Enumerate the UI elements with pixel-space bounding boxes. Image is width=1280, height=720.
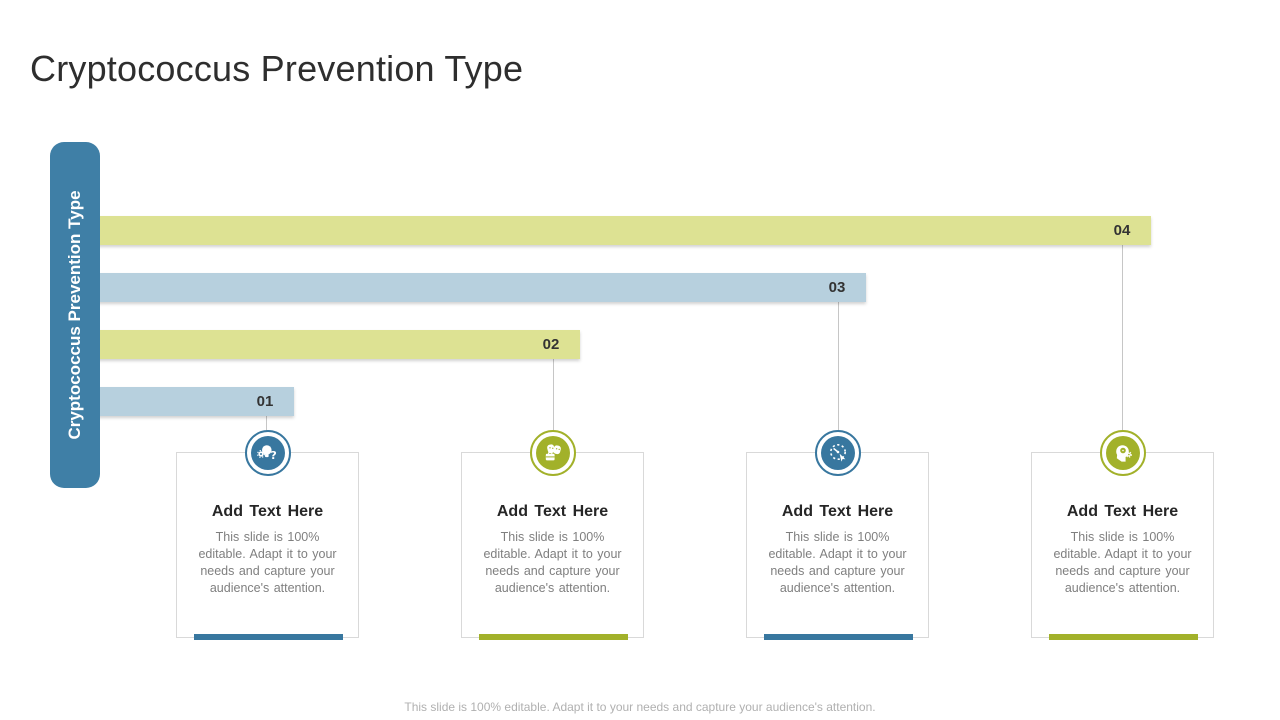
svg-text:?: ? — [270, 449, 276, 462]
card-accent-bar — [1049, 634, 1198, 640]
bulb-gear-question-icon: ? — [250, 436, 285, 470]
head-gears-icon — [1105, 436, 1140, 470]
icon-badge — [814, 430, 861, 476]
bar-number: 03 — [828, 279, 846, 296]
card-body: This slide is 100% editable. Adapt it to… — [768, 530, 907, 595]
card-accent-bar — [194, 634, 343, 640]
icon-badge: ? — [244, 430, 291, 476]
progress-bar-01: 01 — [96, 387, 294, 416]
sidebar-vertical-label: Cryptococcus Prevention Type — [65, 190, 84, 440]
connector-line — [838, 302, 839, 432]
text-card: Add Text Here This slide is 100% editabl… — [1031, 430, 1214, 640]
progress-bar-04: 04 — [96, 216, 1151, 245]
card-heading: Add Text Here — [496, 503, 609, 520]
text-card: Add Text Here This slide is 100% editabl… — [746, 430, 929, 640]
text-card: ? Add Text Here This slide is 100% edita… — [176, 430, 359, 640]
gauge-pointer-icon — [820, 436, 855, 470]
icon-badge — [1099, 430, 1146, 476]
theater-masks-briefcase-icon — [535, 436, 570, 470]
card-accent-bar — [479, 634, 628, 640]
connector-line — [553, 359, 554, 432]
icon-badge — [529, 430, 576, 476]
bar-number: 01 — [256, 393, 274, 410]
connector-line — [1122, 245, 1123, 432]
connector-line — [266, 416, 267, 432]
card-body: This slide is 100% editable. Adapt it to… — [1053, 530, 1192, 595]
card-body: This slide is 100% editable. Adapt it to… — [198, 530, 337, 595]
bar-number: 02 — [542, 336, 560, 353]
text-card: Add Text Here This slide is 100% editabl… — [461, 430, 644, 640]
sidebar-pill: Cryptococcus Prevention Type — [50, 142, 100, 488]
card-heading: Add Text Here — [781, 503, 894, 520]
card-accent-bar — [764, 634, 913, 640]
progress-bar-02: 02 — [96, 330, 580, 359]
footer-note: This slide is 100% editable. Adapt it to… — [404, 700, 876, 714]
card-body: This slide is 100% editable. Adapt it to… — [483, 530, 622, 595]
card-heading: Add Text Here — [1066, 503, 1179, 520]
bar-number: 04 — [1113, 222, 1131, 239]
page-title: Cryptococcus Prevention Type — [30, 48, 524, 90]
progress-bar-03: 03 — [96, 273, 866, 302]
card-heading: Add Text Here — [211, 503, 324, 520]
